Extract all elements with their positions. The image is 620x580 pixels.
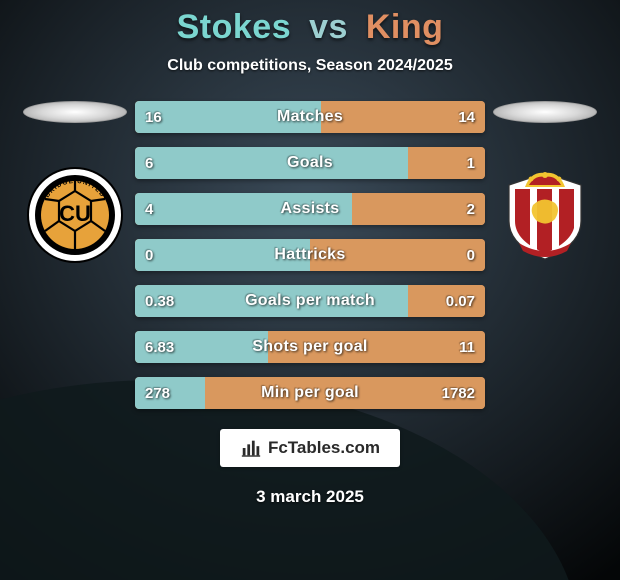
stat-label: Hattricks — [135, 239, 485, 271]
subtitle: Club competitions, Season 2024/2025 — [167, 57, 452, 75]
left-side: CU ·BRIDGE UNITED· — [15, 101, 135, 265]
svg-text:CU: CU — [59, 201, 91, 226]
watermark-text: FcTables.com — [268, 438, 380, 458]
stat-label: Matches — [135, 101, 485, 133]
stat-label: Min per goal — [135, 377, 485, 409]
stat-label: Goals — [135, 147, 485, 179]
stat-row: 42Assists — [135, 193, 485, 225]
stat-label: Assists — [135, 193, 485, 225]
right-side — [485, 101, 605, 265]
stat-row: 2781782Min per goal — [135, 377, 485, 409]
title: Stokes vs King — [177, 8, 444, 47]
stat-label: Shots per goal — [135, 331, 485, 363]
stat-row: 61Goals — [135, 147, 485, 179]
stat-row: 1614Matches — [135, 101, 485, 133]
comparison-bars: 1614Matches 61Goals 42Assists 00Hattricks 0.… — [135, 101, 485, 409]
player1-name: Stokes — [177, 8, 292, 46]
left-ellipse-icon — [23, 101, 127, 123]
stat-row: 00Hattricks — [135, 239, 485, 271]
stat-label: Goals per match — [135, 285, 485, 317]
watermark: FcTables.com — [220, 429, 400, 467]
right-club-badge-icon — [495, 165, 595, 265]
vs-text: vs — [309, 8, 348, 46]
left-club-badge-icon: CU ·BRIDGE UNITED· — [25, 165, 125, 265]
date-text: 3 march 2025 — [256, 487, 364, 507]
stat-row: 6.8311Shots per goal — [135, 331, 485, 363]
player2-name: King — [366, 8, 444, 46]
stat-row: 0.380.07Goals per match — [135, 285, 485, 317]
bar-chart-icon — [240, 437, 262, 459]
right-ellipse-icon — [493, 101, 597, 123]
